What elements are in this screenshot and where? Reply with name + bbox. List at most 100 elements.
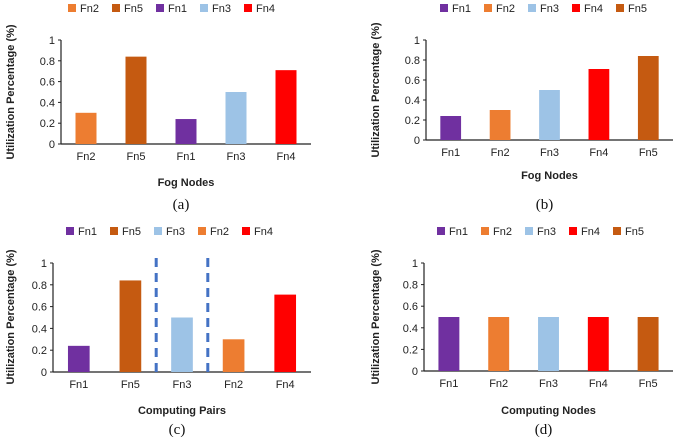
- bar-fn5: [125, 56, 147, 144]
- y-tick-label: 1: [414, 35, 420, 47]
- x-tick-label-fn1: Fn1: [177, 151, 196, 163]
- chart-panel-d: Fn1 Fn2 Fn3 Fn4 Fn5 0 0.2 0.4 0.6 0.8 1 Fn1 Fn2 Fn3 Fn…: [370, 226, 673, 438]
- x-tick-label-fn3: Fn3: [227, 151, 246, 163]
- x-tick-label-fn1: Fn1: [441, 147, 460, 159]
- x-tick-label-fn5: Fn5: [127, 151, 146, 163]
- legend-label-fn4: Fn4: [254, 226, 273, 238]
- y-tick-label: 0: [412, 366, 418, 378]
- x-tick-label-fn4: Fn4: [589, 147, 608, 159]
- legend-swatch-fn4: [242, 227, 250, 235]
- panel-label: (d): [535, 422, 553, 438]
- bar-fn5: [119, 280, 142, 372]
- chart-panel-c: Fn1 Fn5 Fn3 Fn2 Fn4 0 0.2 0.4 0.6 0.8 1 Fn1 Fn5 Fn3 Fn…: [5, 226, 311, 438]
- legend-label-fn1: Fn1: [168, 3, 187, 15]
- x-tick-label-fn3: Fn3: [539, 378, 558, 390]
- bar-fn5: [637, 317, 659, 371]
- x-tick-label-fn2: Fn2: [491, 147, 510, 159]
- legend-label-fn5: Fn5: [625, 226, 644, 238]
- legend-swatch-fn3: [528, 4, 536, 12]
- x-tick-label-fn1: Fn1: [439, 378, 458, 390]
- y-tick-label: 1: [49, 35, 55, 47]
- legend-label-fn4: Fn4: [584, 3, 603, 15]
- legend-label-fn2: Fn2: [210, 226, 229, 238]
- panel-label: (c): [169, 422, 186, 438]
- y-tick-label: 0.2: [32, 345, 47, 357]
- panel-label: (b): [536, 197, 554, 213]
- y-axis-title: Utilization Percentage (%): [5, 24, 17, 159]
- legend-swatch-fn1: [440, 4, 448, 12]
- bar-fn4: [274, 294, 297, 372]
- legend-label-fn5: Fn5: [628, 3, 647, 15]
- chart-panel-b: Fn1 Fn2 Fn3 Fn4 Fn5 0 0.2 0.4 0.6 0.8 1 Fn1 Fn2 Fn3 Fn…: [370, 3, 673, 213]
- legend-swatch-fn5: [112, 4, 120, 12]
- legend-label-fn3: Fn3: [537, 226, 556, 238]
- y-tick-label: 0.4: [405, 95, 420, 107]
- chart-panel-a: Fn2 Fn5 Fn1 Fn3 Fn4 0 0.2 0.4 0.6 0.8 1 Fn2 Fn5 Fn1 Fn…: [5, 3, 311, 213]
- legend-swatch-fn3: [525, 227, 533, 235]
- bar-fn3: [225, 92, 247, 144]
- legend-swatch-fn2: [481, 227, 489, 235]
- y-tick-label: 0.8: [405, 55, 420, 67]
- legend-swatch-fn1: [437, 227, 445, 235]
- bar-fn1: [67, 345, 90, 372]
- x-tick-label-fn2: Fn2: [224, 379, 243, 391]
- y-tick-label: 0.4: [40, 97, 55, 109]
- legend-swatch-fn2: [68, 4, 76, 12]
- legend-swatch-fn3: [154, 227, 162, 235]
- y-tick-label: 0.2: [40, 118, 55, 130]
- y-axis-title: Utilization Percentage (%): [370, 22, 382, 157]
- x-axis-title: Fog Nodes: [521, 170, 578, 182]
- x-tick-label-fn2: Fn2: [489, 378, 508, 390]
- legend-label-fn4: Fn4: [256, 3, 275, 15]
- y-tick-label: 0.2: [405, 115, 420, 127]
- legend-label-fn5: Fn5: [122, 226, 141, 238]
- legend-label-fn3: Fn3: [212, 3, 231, 15]
- legend-label-fn1: Fn1: [449, 226, 468, 238]
- legend-label-fn2: Fn2: [496, 3, 515, 15]
- legend-swatch-fn1: [156, 4, 164, 12]
- y-tick-label: 0.8: [40, 56, 55, 68]
- legend-swatch-fn3: [200, 4, 208, 12]
- legend-swatch-fn5: [616, 4, 624, 12]
- bar-fn1: [175, 119, 197, 144]
- legend-swatch-fn4: [572, 4, 580, 12]
- legend-swatch-fn5: [613, 227, 621, 235]
- y-tick-label: 0.4: [32, 323, 47, 335]
- legend-swatch-fn2: [484, 4, 492, 12]
- x-axis-title: Computing Pairs: [138, 405, 226, 417]
- y-axis-title: Utilization Percentage (%): [370, 249, 382, 384]
- x-tick-label-fn3: Fn3: [173, 379, 192, 391]
- x-axis-title: Computing Nodes: [501, 405, 596, 417]
- bar-fn3: [538, 317, 559, 371]
- y-tick-label: 0.2: [403, 344, 418, 356]
- bar-fn1: [440, 116, 462, 140]
- y-tick-label: 0.6: [40, 77, 55, 89]
- legend-swatch-fn4: [244, 4, 252, 12]
- legend-swatch-fn2: [198, 227, 206, 235]
- x-tick-label-fn5: Fn5: [639, 378, 658, 390]
- y-axis-title: Utilization Percentage (%): [5, 249, 17, 384]
- panel-label: (a): [173, 197, 190, 213]
- legend-label-fn4: Fn4: [581, 226, 600, 238]
- bar-fn1: [438, 317, 460, 371]
- x-tick-label-fn4: Fn4: [277, 151, 296, 163]
- x-tick-label-fn3: Fn3: [540, 147, 559, 159]
- x-tick-label-fn4: Fn4: [276, 379, 295, 391]
- x-tick-label-fn1: Fn1: [69, 379, 88, 391]
- legend-swatch-fn4: [569, 227, 577, 235]
- x-tick-label-fn4: Fn4: [589, 378, 608, 390]
- y-tick-label: 0.4: [403, 323, 418, 335]
- bar-fn4: [275, 70, 297, 144]
- bar-fn5: [637, 56, 659, 140]
- y-tick-label: 0.6: [403, 301, 418, 313]
- y-tick-label: 0: [414, 135, 420, 147]
- y-tick-label: 0: [41, 367, 47, 379]
- bar-fn3: [539, 90, 560, 140]
- legend-label-fn1: Fn1: [78, 226, 97, 238]
- x-tick-label-fn5: Fn5: [121, 379, 140, 391]
- bar-fn2: [222, 339, 245, 372]
- y-tick-label: 0.8: [32, 280, 47, 292]
- y-tick-label: 0.8: [403, 280, 418, 292]
- y-tick-label: 1: [41, 258, 47, 270]
